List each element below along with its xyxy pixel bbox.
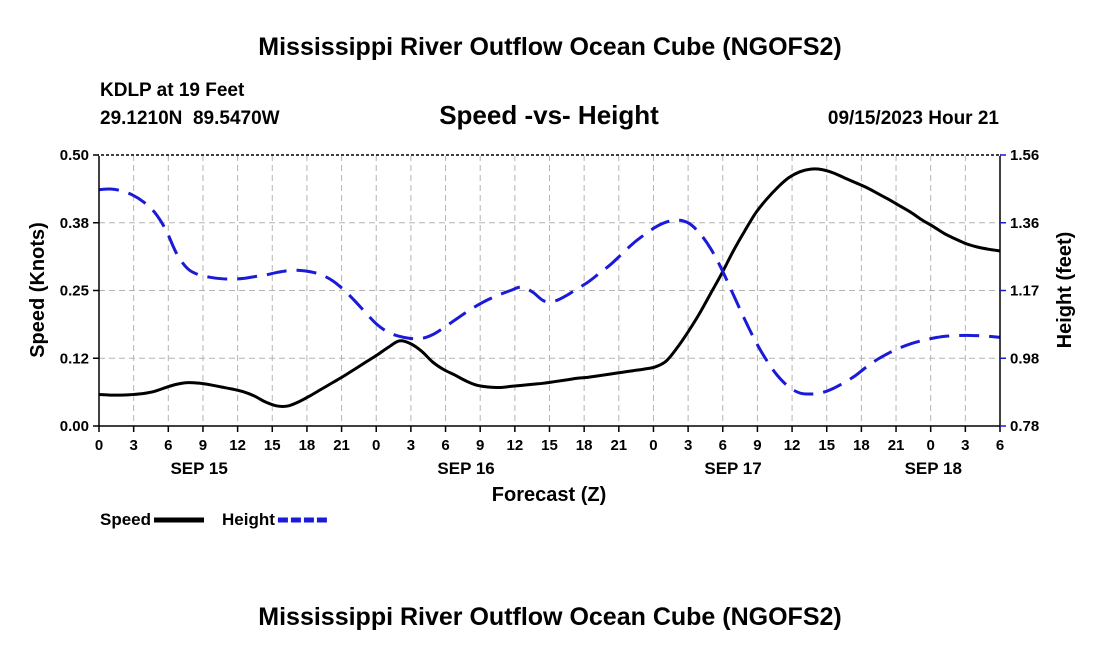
x-tick-label: 12: [784, 437, 801, 454]
x-tick-label: 18: [299, 437, 316, 454]
x-tick-label: 15: [541, 437, 558, 454]
x-tick-label: 6: [719, 437, 727, 454]
x-date-label: SEP 15: [170, 459, 227, 478]
x-tick-label: 0: [927, 437, 935, 454]
x-tick-label: 12: [507, 437, 524, 454]
x-tick-label: 9: [476, 437, 484, 454]
y-right-tick-label: 1.36: [1010, 215, 1039, 232]
x-tick-label: 3: [684, 437, 692, 454]
x-tick-label: 15: [818, 437, 835, 454]
x-tick-label: 0: [372, 437, 380, 454]
chart-subtitle: Speed -vs- Height: [439, 100, 659, 130]
y-right-tick-label: 1.56: [1010, 147, 1039, 164]
y-axis-left-label: Speed (Knots): [27, 222, 49, 358]
x-tick-label: 6: [441, 437, 449, 454]
axes: 0 3 6 9 12 15 18 21 0 3 6 9 12 15 18 21 0 3 6 9 12 15 18 21 0 3 60…: [60, 147, 1039, 478]
speed-series-line: [98, 167, 1001, 408]
footer-title: Mississippi River Outflow Ocean Cube (NG…: [258, 603, 841, 631]
legend-label-height: Height: [222, 510, 275, 529]
x-tick-label: 15: [264, 437, 281, 454]
x-tick-label: 18: [576, 437, 593, 454]
x-tick-label: 0: [649, 437, 657, 454]
y-axis-right-label: Height (feet): [1054, 232, 1076, 349]
x-tick-label: 21: [333, 437, 350, 454]
height-series-line: [98, 187, 1001, 396]
station-label: KDLP at 19 Feet: [100, 80, 245, 101]
x-tick-label: 9: [753, 437, 761, 454]
x-tick-label: 6: [996, 437, 1004, 454]
x-tick-label: 3: [961, 437, 969, 454]
y-left-tick-label: 0.38: [60, 215, 89, 232]
x-tick-label: 0: [95, 437, 103, 454]
y-left-tick-label: 0.12: [60, 350, 89, 367]
x-axis-label: Forecast (Z): [492, 484, 606, 506]
x-date-label: SEP 17: [704, 459, 761, 478]
y-right-tick-label: 0.78: [1010, 418, 1039, 435]
y-left-tick-label: 0.00: [60, 418, 89, 435]
run-time-label: 09/15/2023 Hour 21: [828, 108, 1000, 129]
location-label: 29.1210N 89.5470W: [100, 108, 280, 129]
x-tick-label: 12: [229, 437, 246, 454]
y-right-tick-label: 0.98: [1010, 350, 1039, 367]
x-tick-label: 21: [610, 437, 627, 454]
x-tick-label: 3: [129, 437, 137, 454]
legend: Speed Height: [100, 510, 328, 529]
x-tick-label: 6: [164, 437, 172, 454]
x-tick-label: 3: [407, 437, 415, 454]
y-right-tick-label: 1.17: [1010, 283, 1039, 300]
x-date-label: SEP 16: [437, 459, 494, 478]
y-left-tick-label: 0.50: [60, 147, 89, 164]
series-lines: [98, 167, 1001, 408]
x-tick-label: 18: [853, 437, 870, 454]
chart-title: Mississippi River Outflow Ocean Cube (NG…: [258, 33, 841, 61]
grid-lines: [99, 155, 1000, 426]
x-date-label: SEP 18: [905, 459, 962, 478]
legend-label-speed: Speed: [100, 510, 151, 529]
x-tick-label: 9: [199, 437, 207, 454]
x-tick-label: 21: [888, 437, 905, 454]
y-left-tick-label: 0.25: [60, 283, 89, 300]
